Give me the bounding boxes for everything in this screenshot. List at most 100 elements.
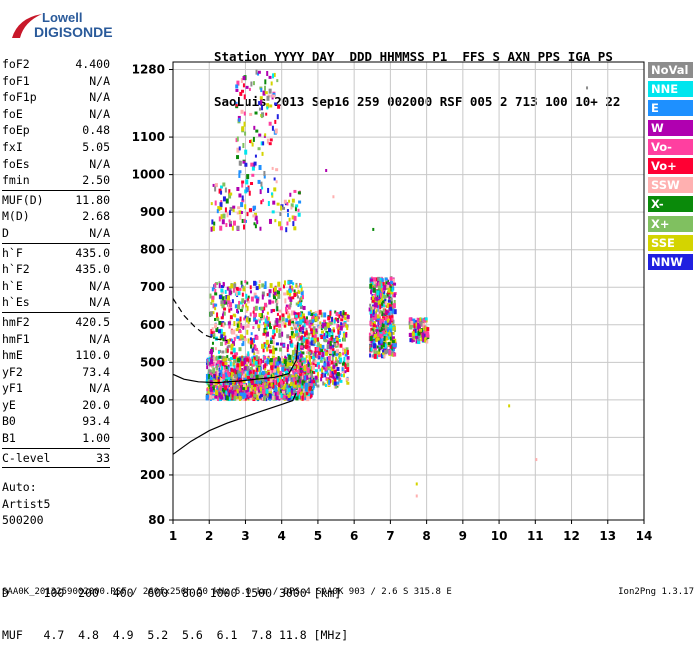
echo-point: [288, 368, 291, 374]
param-row: foF1p N/A: [2, 89, 110, 106]
echo-point: [242, 160, 246, 164]
param-value: 93.4: [82, 414, 110, 429]
echo-point: [211, 341, 214, 345]
echo-point: [241, 370, 244, 376]
echo-point: [371, 328, 374, 332]
echo-point: [261, 310, 264, 314]
echo-point: [317, 355, 320, 360]
echo-point: [236, 363, 240, 368]
echo-point: [262, 390, 266, 396]
echo-point: [412, 318, 416, 324]
echo-point: [254, 361, 258, 366]
echo-point: [300, 343, 304, 347]
echo-point: [216, 360, 220, 365]
echo-point: [260, 343, 264, 349]
echo-point: [280, 387, 284, 391]
echo-point: [328, 332, 331, 338]
logo-line1: Lowell: [42, 10, 83, 25]
echo-point: [233, 283, 237, 289]
echo-point: [389, 320, 392, 325]
param-value: 5.05: [82, 139, 110, 154]
echo-point: [238, 160, 241, 166]
echo-point: [294, 206, 297, 212]
echo-point: [279, 226, 283, 231]
echo-point: [272, 73, 275, 79]
echo-point: [383, 285, 387, 291]
echo-point: [265, 335, 268, 339]
echo-point: [259, 388, 263, 394]
echo-point: [336, 367, 340, 372]
echo-point: [288, 217, 291, 222]
echo-point: [249, 395, 253, 401]
x-tick-label: 13: [599, 529, 616, 543]
echo-point: [302, 330, 305, 334]
echo-point: [316, 384, 320, 388]
echo-point: [425, 319, 428, 323]
echo-point: [370, 313, 373, 318]
echo-point: [385, 310, 389, 314]
param-name: yE: [2, 397, 16, 412]
echo-point: [375, 329, 379, 333]
echo-point: [226, 370, 229, 375]
echo-point: [371, 281, 375, 285]
echo-point: [373, 283, 376, 288]
echo-point: [228, 220, 232, 225]
echo-point: [216, 379, 220, 385]
echo-point: [221, 304, 224, 309]
echo-point: [265, 326, 268, 331]
echo-point: [224, 367, 228, 373]
echo-point: [334, 351, 338, 355]
echo-point: [215, 355, 218, 361]
echo-point: [235, 384, 239, 389]
autoscaler-version: 500200: [2, 513, 44, 527]
echo-point: [389, 327, 392, 333]
echo-point: [232, 354, 236, 359]
echo-point: [253, 357, 256, 362]
echo-point: [254, 295, 258, 299]
echo-point: [282, 387, 285, 391]
echo-point: [264, 329, 267, 333]
echo-point: [228, 324, 231, 329]
echo-point: [304, 331, 307, 337]
echo-point: [377, 326, 381, 330]
echo-point: [377, 322, 380, 328]
echo-point: [254, 320, 258, 325]
echo-point: [215, 384, 218, 389]
echo-point: [383, 353, 386, 359]
echo-point: [272, 329, 276, 335]
param-row: M(D) 2.68: [2, 208, 110, 225]
echo-point: [227, 344, 231, 348]
echo-point: [415, 482, 418, 486]
echo-point: [312, 327, 315, 332]
echo-point: [308, 345, 311, 349]
echo-point: [287, 281, 290, 285]
echo-point: [261, 315, 265, 320]
echo-point: [228, 287, 232, 291]
echo-point: [228, 189, 231, 195]
echo-point: [263, 388, 267, 393]
echo-point: [281, 390, 285, 394]
echo-point: [255, 367, 258, 372]
echo-point: [209, 376, 213, 381]
echo-point: [328, 338, 332, 342]
echo-point: [264, 382, 267, 386]
echo-point: [311, 319, 315, 323]
echo-point: [266, 293, 269, 297]
echo-point: [253, 161, 257, 166]
echo-point: [305, 337, 309, 341]
echo-point: [230, 345, 234, 351]
echo-point: [229, 384, 232, 388]
echo-point: [280, 356, 283, 362]
echo-point: [222, 382, 225, 388]
echo-point: [239, 334, 243, 340]
echo-point: [342, 336, 346, 342]
echo-point: [302, 388, 306, 393]
echo-point: [248, 368, 252, 374]
echo-point: [305, 351, 309, 355]
echo-point: [206, 365, 209, 370]
echo-point: [208, 383, 211, 389]
echo-point: [232, 347, 236, 353]
echo-point: [246, 174, 250, 180]
echo-point: [310, 329, 314, 334]
echo-point: [205, 376, 208, 381]
